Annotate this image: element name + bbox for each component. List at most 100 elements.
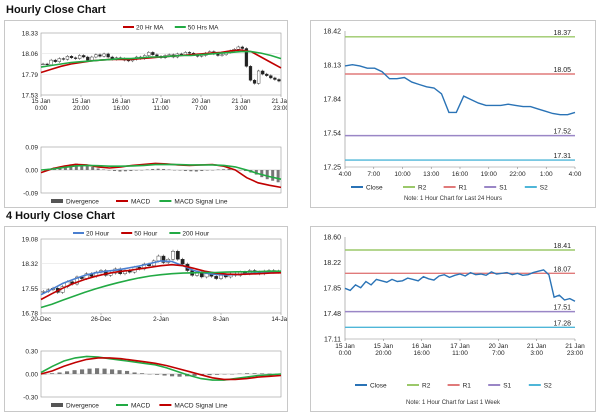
x-tick-label: 20:00	[73, 105, 89, 112]
divergence-bar	[227, 168, 231, 170]
four-hourly-price-chart: 19.08 18.32 17.55 16.78 20 Hour 50 Hour 200 Ho…	[22, 231, 287, 324]
divergence-bar	[113, 170, 116, 172]
divergence-bar	[134, 170, 138, 171]
candle-body	[94, 54, 98, 58]
x-tick-label: 3:00	[235, 105, 248, 112]
x-tick-label: 16 Jan	[112, 98, 131, 105]
y-tick-label: 16.78	[22, 311, 39, 318]
legend-label: S2	[540, 185, 548, 192]
y-tick-label: 17.53	[22, 93, 39, 100]
x-tick-label: 17 Jan	[450, 343, 470, 350]
x-tick-label: 15 Jan	[374, 343, 394, 350]
divergence-bar	[102, 368, 107, 374]
x-tick-label: 15 Jan	[72, 98, 91, 105]
x-tick-label: 15 Jan	[32, 98, 51, 105]
candle-body	[265, 73, 269, 76]
y-tick-label: 19.08	[22, 237, 39, 244]
y-tick-label: -0.30	[23, 395, 38, 402]
divergence-bar	[57, 372, 62, 374]
candle-body	[180, 259, 185, 265]
x-tick-label: 13:00	[423, 171, 440, 178]
x-tick-label: 16:00	[414, 350, 431, 357]
x-tick-label: 7:00	[492, 350, 505, 357]
four-hourly-levels-chart: 18.60 18.22 17.85 17.48 17.11 18.41 18.07 17.51…	[323, 235, 585, 390]
hourly-macd-chart: 0.09 0.00 -0.09 Divergence MACD MACD Signal L…	[23, 145, 282, 206]
x-tick-label: 20:00	[375, 350, 392, 357]
candle-body	[273, 77, 277, 80]
divergence-bar	[252, 373, 257, 374]
divergence-bar	[110, 369, 115, 374]
x-tick-label: 11:00	[153, 105, 169, 112]
legend-label: 20 Hr MA	[136, 25, 164, 32]
section-title: 4 Hourly Close Chart	[6, 210, 115, 222]
x-tick-label: 21 Jan	[527, 343, 547, 350]
divergence-bar	[129, 170, 133, 172]
ma-series-line	[40, 50, 282, 68]
divergence-bar	[140, 373, 145, 374]
legend-label: Close	[370, 383, 387, 390]
divergence-bar	[85, 165, 89, 170]
ma-series-line	[40, 270, 281, 309]
divergence-bar	[183, 170, 187, 172]
candle-body	[248, 66, 253, 81]
close-series-line	[344, 63, 576, 116]
candle-body	[240, 46, 244, 49]
divergence-bar	[222, 169, 226, 170]
candle-body	[75, 276, 79, 285]
divergence-bar	[200, 170, 204, 172]
candle-body	[98, 54, 102, 57]
divergence-bar	[87, 368, 92, 374]
divergence-bar	[170, 374, 175, 377]
divergence-bar	[96, 168, 100, 170]
divergence-bar	[74, 163, 78, 170]
legend-label: R2	[418, 185, 427, 192]
divergence-bar	[132, 372, 137, 374]
hourly-price-chart: 18.33 18.06 17.79 17.53 20 Hr MA 50 Hrs MA 15 …	[22, 25, 287, 113]
level-label: 18.07	[553, 266, 571, 273]
divergence-bar	[189, 170, 193, 172]
divergence-bar	[50, 373, 55, 374]
x-tick-label: 26-Dec	[91, 316, 111, 323]
hourly-left-panel: 18.33 18.06 17.79 17.53 20 Hr MA 50 Hrs MA 15 …	[4, 20, 288, 208]
candle-body	[252, 80, 257, 84]
y-tick-label: 0.30	[25, 349, 38, 356]
macd-series-line	[40, 357, 282, 381]
candle-body	[257, 70, 261, 84]
divergence-bar	[194, 170, 198, 172]
ma-series-line	[40, 263, 282, 301]
divergence-bar	[155, 374, 160, 375]
x-tick-label: 0:00	[35, 105, 48, 112]
divergence-bar	[162, 374, 167, 376]
x-tick-label: 16 Jan	[412, 343, 432, 350]
x-tick-label: 1:00	[540, 171, 553, 178]
y-tick-label: 18.13	[323, 63, 341, 70]
candle-body	[175, 251, 180, 260]
x-tick-label: 11:00	[452, 350, 468, 357]
x-tick-label: 10:00	[394, 171, 411, 178]
divergence-bar	[260, 170, 264, 178]
candle-body	[171, 251, 175, 260]
candle-body	[65, 56, 70, 60]
divergence-bar	[271, 170, 275, 181]
y-tick-label: 0.00	[25, 168, 38, 175]
y-tick-label: 17.79	[22, 72, 39, 79]
candle-body	[73, 57, 78, 59]
candle-body	[90, 56, 94, 61]
candle-body	[147, 52, 151, 56]
chart-note: Note: 1 Hour Chart for Last 1 Week	[406, 400, 500, 406]
divergence-bar	[260, 373, 265, 374]
divergence-bar	[177, 374, 182, 377]
candle-body	[45, 63, 49, 66]
candle-body	[236, 46, 240, 50]
legend-label: MACD Signal Line	[174, 403, 227, 410]
divergence-bar	[123, 170, 127, 172]
divergence-bar	[80, 164, 84, 170]
candle-body	[244, 48, 249, 67]
candle-body	[151, 52, 155, 55]
y-tick-label: 18.22	[323, 260, 341, 267]
y-tick-label: 17.85	[323, 286, 341, 293]
macd-series-line	[40, 162, 282, 189]
divergence-bar	[91, 166, 95, 170]
macd-series-line	[40, 355, 282, 381]
y-tick-label: 17.84	[323, 97, 341, 104]
